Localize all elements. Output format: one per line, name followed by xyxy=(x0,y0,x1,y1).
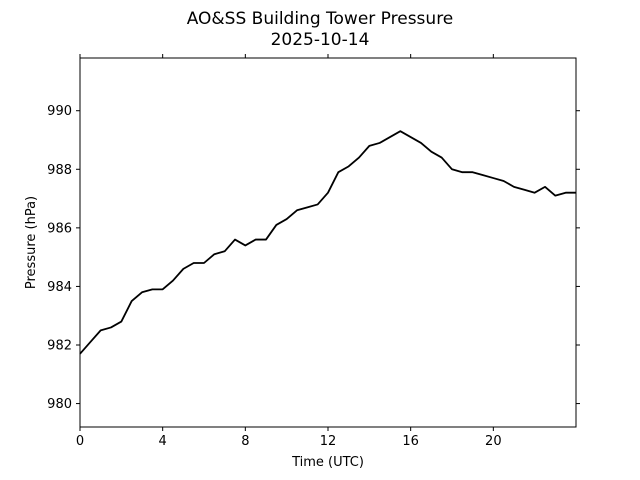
y-tick-label: 986 xyxy=(47,221,72,236)
chart-subtitle: 2025-10-14 xyxy=(271,30,370,50)
data-line xyxy=(79,130,576,355)
y-tick-label: 982 xyxy=(47,339,72,354)
y-axis-label: Pressure (hPa) xyxy=(24,196,39,289)
x-tick-label: 12 xyxy=(320,434,337,449)
y-tick-label: 990 xyxy=(47,104,72,119)
y-tick-label: 980 xyxy=(47,397,72,412)
x-tick-label: 0 xyxy=(76,434,84,449)
y-tick-label: 984 xyxy=(47,280,72,295)
x-tick-label: 20 xyxy=(485,434,502,449)
chart-title: AO&SS Building Tower Pressure xyxy=(187,9,454,29)
x-tick-label: 8 xyxy=(241,434,249,449)
x-axis-label: Time (UTC) xyxy=(291,455,364,470)
plot-frame xyxy=(79,57,577,428)
x-tick-label: 16 xyxy=(402,434,419,449)
x-tick-label: 4 xyxy=(159,434,167,449)
y-tick-label: 988 xyxy=(47,163,72,178)
